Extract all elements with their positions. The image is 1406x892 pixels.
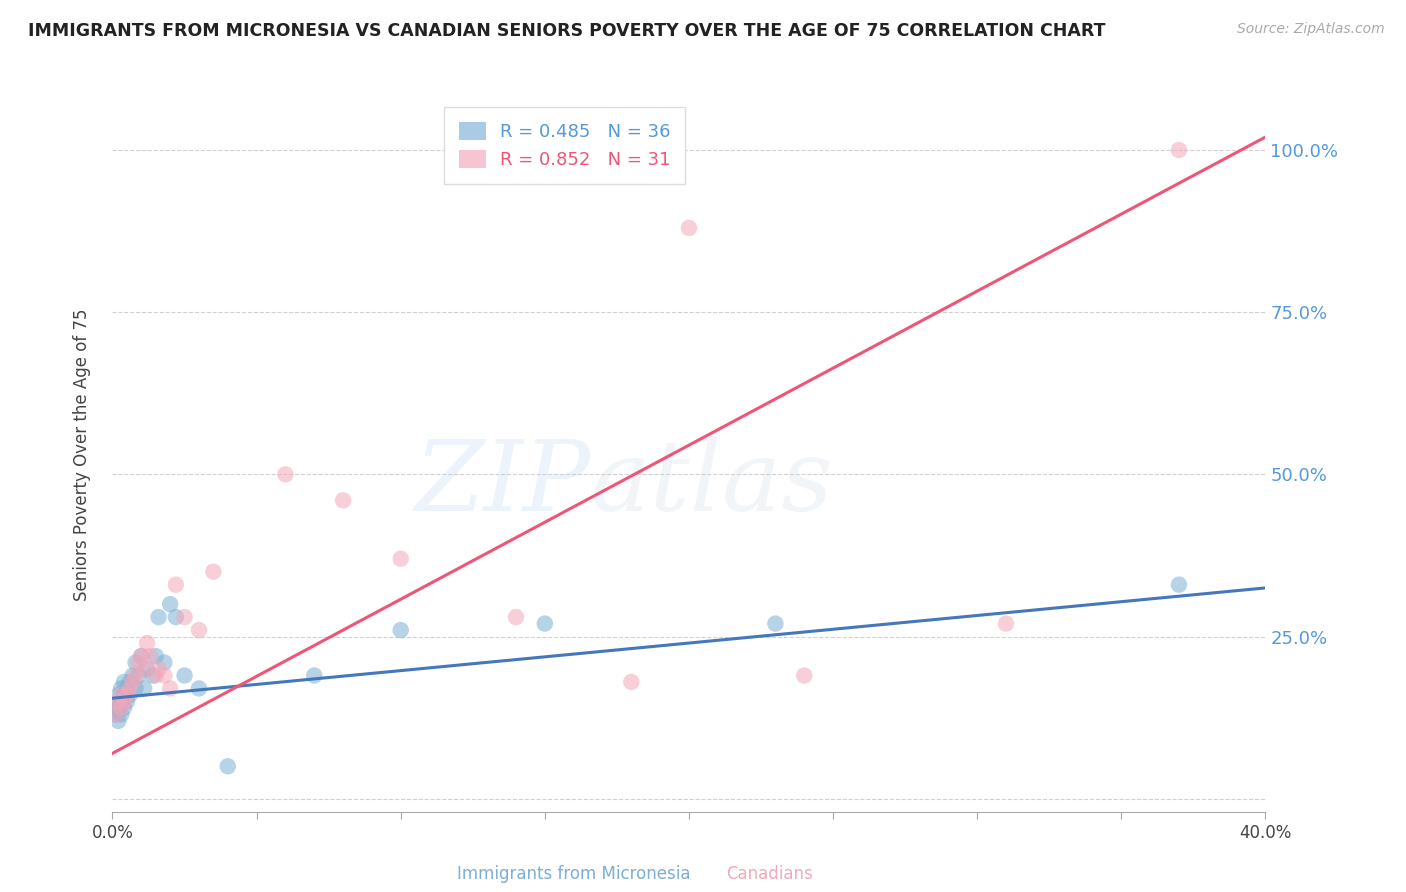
Point bbox=[110, 681, 132, 696]
Point bbox=[1167, 143, 1189, 157]
Point bbox=[620, 675, 643, 690]
Point bbox=[121, 668, 143, 682]
Text: atlas: atlas bbox=[591, 436, 834, 531]
Point bbox=[389, 623, 412, 637]
Point bbox=[134, 681, 156, 696]
Point bbox=[136, 662, 159, 676]
Point bbox=[110, 694, 132, 708]
Point bbox=[124, 681, 146, 696]
Point bbox=[202, 565, 225, 579]
Text: Immigrants from Micronesia: Immigrants from Micronesia bbox=[457, 865, 690, 883]
Point bbox=[107, 694, 129, 708]
Y-axis label: Seniors Poverty Over the Age of 75: Seniors Poverty Over the Age of 75 bbox=[73, 309, 91, 601]
Point bbox=[107, 688, 129, 702]
Point bbox=[153, 668, 176, 682]
Point bbox=[145, 668, 167, 682]
Point bbox=[124, 656, 146, 670]
Point bbox=[112, 701, 135, 715]
Point bbox=[118, 675, 141, 690]
Point bbox=[793, 668, 815, 682]
Point bbox=[104, 707, 127, 722]
Point bbox=[107, 714, 129, 728]
Point bbox=[165, 577, 187, 591]
Point bbox=[165, 610, 187, 624]
Point bbox=[142, 668, 165, 682]
Point bbox=[115, 688, 138, 702]
Point bbox=[188, 623, 211, 637]
Point bbox=[148, 662, 170, 676]
Point bbox=[533, 616, 555, 631]
Point bbox=[148, 610, 170, 624]
Point bbox=[134, 662, 156, 676]
Point bbox=[112, 675, 135, 690]
Point bbox=[145, 648, 167, 663]
Point bbox=[127, 656, 149, 670]
Point bbox=[112, 694, 135, 708]
Point bbox=[127, 668, 149, 682]
Point bbox=[112, 688, 135, 702]
Point bbox=[173, 668, 195, 682]
Text: IMMIGRANTS FROM MICRONESIA VS CANADIAN SENIORS POVERTY OVER THE AGE OF 75 CORREL: IMMIGRANTS FROM MICRONESIA VS CANADIAN S… bbox=[28, 22, 1105, 40]
Point bbox=[110, 688, 132, 702]
Point bbox=[217, 759, 239, 773]
Point bbox=[153, 656, 176, 670]
Point bbox=[765, 616, 787, 631]
Point bbox=[505, 610, 527, 624]
Point bbox=[104, 701, 127, 715]
Point bbox=[110, 701, 132, 715]
Point bbox=[115, 681, 138, 696]
Point bbox=[389, 551, 412, 566]
Point bbox=[1167, 577, 1189, 591]
Point bbox=[107, 701, 129, 715]
Text: Source: ZipAtlas.com: Source: ZipAtlas.com bbox=[1237, 22, 1385, 37]
Text: ZIP: ZIP bbox=[415, 436, 591, 531]
Point bbox=[274, 467, 297, 482]
Text: Canadians: Canadians bbox=[727, 865, 813, 883]
Point bbox=[173, 610, 195, 624]
Legend: R = 0.485   N = 36, R = 0.852   N = 31: R = 0.485 N = 36, R = 0.852 N = 31 bbox=[444, 107, 685, 184]
Point bbox=[118, 681, 141, 696]
Point bbox=[995, 616, 1018, 631]
Point bbox=[304, 668, 326, 682]
Point bbox=[678, 220, 700, 235]
Point bbox=[129, 648, 153, 663]
Point bbox=[124, 668, 146, 682]
Point bbox=[115, 694, 138, 708]
Point bbox=[104, 707, 127, 722]
Point bbox=[139, 648, 162, 663]
Point bbox=[129, 648, 153, 663]
Point bbox=[118, 688, 141, 702]
Point bbox=[121, 675, 143, 690]
Point bbox=[159, 597, 181, 611]
Point bbox=[332, 493, 354, 508]
Point bbox=[159, 681, 181, 696]
Point bbox=[136, 636, 159, 650]
Point bbox=[188, 681, 211, 696]
Point bbox=[110, 707, 132, 722]
